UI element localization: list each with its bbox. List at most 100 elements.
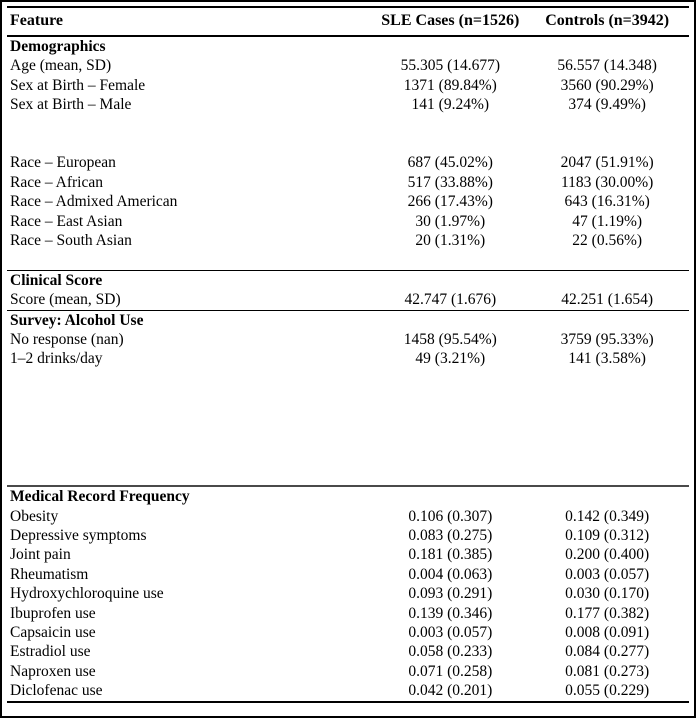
sle-cases-value-cell: 0.181 (0.385) <box>408 546 493 564</box>
sle-cases-value-cell: 1458 (95.54%) <box>403 331 497 349</box>
table-row: Hydroxychloroquine use 0.093 (0.291) 0.030… <box>7 584 689 603</box>
table-row: Sex at Birth – Male 141 (9.24%) 374 (9.49%… <box>7 95 689 114</box>
column-header-controls: Controls (n=3942) <box>525 7 689 37</box>
blank-spacer-row <box>7 369 689 388</box>
sle-cases-value-cell: 266 (17.43%) <box>407 193 493 211</box>
feature-cell: Race – African <box>10 173 103 191</box>
feature-cell: Depressive symptoms <box>10 527 147 545</box>
cohort-summary-table: Feature SLE Cases (n=1526) Controls (n=3… <box>7 6 689 703</box>
table-row: Race – European 687 (45.02%) 2047 (51.91%) <box>7 153 689 172</box>
table-row: Sex at Birth – Female 1371 (89.84%) 3560 (… <box>7 76 689 95</box>
controls-value-cell: 3560 (90.29%) <box>560 76 654 94</box>
sle-cases-value-cell <box>375 388 525 407</box>
feature-cell: Obesity <box>10 507 59 525</box>
feature-cell <box>7 369 375 388</box>
controls-value-cell <box>525 446 689 465</box>
feature-cell <box>7 446 375 465</box>
controls-value-cell <box>525 466 689 486</box>
sle-cases-value-cell: 0.083 (0.275) <box>408 527 493 545</box>
section-header-row: Clinical Score <box>7 269 689 291</box>
sle-cases-value-cell <box>375 427 525 446</box>
table-row: Depressive symptoms 0.083 (0.275) 0.109 (0… <box>7 526 689 545</box>
controls-value-cell <box>525 408 689 427</box>
sle-cases-value-cell: 30 (1.97%) <box>415 212 486 230</box>
blank-spacer-row <box>7 134 689 153</box>
blank-spacer-row <box>7 250 689 270</box>
controls-value-cell: 0.084 (0.277) <box>565 643 650 661</box>
feature-cell: Sex at Birth – Male <box>10 96 132 114</box>
sle-cases-value-cell <box>375 134 525 153</box>
controls-value-cell <box>525 369 689 388</box>
feature-cell: Age (mean, SD) <box>10 57 112 75</box>
table-row: 1–2 drinks/day 49 (3.21%) 141 (3.58%) <box>7 349 689 368</box>
section-title: Survey: Alcohol Use <box>7 309 689 331</box>
controls-value-cell: 374 (9.49%) <box>568 96 646 114</box>
table-row: Race – East Asian 30 (1.97%) 47 (1.19%) <box>7 212 689 231</box>
sle-cases-value-cell: 42.747 (1.676) <box>404 291 497 309</box>
feature-cell: Race – Admixed American <box>10 193 178 211</box>
sle-cases-value-cell: 20 (1.31%) <box>415 232 486 250</box>
controls-value-cell: 0.055 (0.229) <box>565 682 650 700</box>
sle-cases-value-cell: 0.093 (0.291) <box>408 585 493 603</box>
feature-cell <box>7 466 375 486</box>
controls-value-cell: 0.081 (0.273) <box>565 662 650 680</box>
sle-cases-value-cell <box>375 408 525 427</box>
blank-spacer-row <box>7 408 689 427</box>
sle-cases-value-cell: 517 (33.88%) <box>407 173 493 191</box>
controls-value-cell: 2047 (51.91%) <box>560 154 654 172</box>
table-row: Naproxen use 0.071 (0.258) 0.081 (0.273) <box>7 662 689 681</box>
section-header-row: Demographics <box>7 36 689 56</box>
controls-value-cell: 643 (16.31%) <box>564 193 650 211</box>
sle-cases-value-cell: 49 (3.21%) <box>415 350 486 368</box>
controls-value-cell: 141 (3.58%) <box>568 350 646 368</box>
column-header-feature: Feature <box>7 7 376 37</box>
controls-value-cell: 0.142 (0.349) <box>565 507 650 525</box>
controls-value-cell: 0.030 (0.170) <box>565 585 650 603</box>
controls-value-cell <box>525 115 689 134</box>
section-title: Demographics <box>10 38 106 55</box>
controls-value-cell <box>525 250 689 270</box>
table-row: Diclofenac use 0.042 (0.201) 0.055 (0.229) <box>7 681 689 701</box>
feature-cell: 1–2 drinks/day <box>10 350 103 368</box>
blank-spacer-row <box>7 388 689 407</box>
feature-cell: No response (nan) <box>10 331 124 349</box>
sle-cases-value-cell: 0.058 (0.233) <box>408 643 493 661</box>
table-body: Demographics Age (mean, SD) 55.305 (14.677… <box>7 36 689 702</box>
controls-value-cell: 1183 (30.00%) <box>560 173 654 191</box>
table-row: Race – South Asian 20 (1.31%) 22 (0.56%) <box>7 231 689 250</box>
controls-value-cell: 22 (0.56%) <box>572 232 643 250</box>
sle-cases-value-cell: 0.003 (0.057) <box>408 624 493 642</box>
section-header-row: Survey: Alcohol Use <box>7 309 689 331</box>
feature-cell: Naproxen use <box>10 662 96 680</box>
controls-value-cell <box>525 134 689 153</box>
table-row: Capsaicin use 0.003 (0.057) 0.008 (0.091) <box>7 623 689 642</box>
table-row: Estradiol use 0.058 (0.233) 0.084 (0.277) <box>7 642 689 661</box>
controls-value-cell: 56.557 (14.348) <box>557 57 657 75</box>
table-row: Race – Admixed American 266 (17.43%) 643 (… <box>7 192 689 211</box>
feature-cell <box>7 134 375 153</box>
sle-cases-value-cell: 1371 (89.84%) <box>403 76 497 94</box>
table-row: Ibuprofen use 0.139 (0.346) 0.177 (0.382) <box>7 604 689 623</box>
table-row: No response (nan) 1458 (95.54%) 3759 (95.3… <box>7 330 689 349</box>
feature-cell: Ibuprofen use <box>10 604 96 622</box>
sle-cases-value-cell <box>375 466 525 486</box>
controls-value-cell <box>525 427 689 446</box>
feature-cell: Race – South Asian <box>10 232 132 250</box>
controls-value-cell: 0.109 (0.312) <box>565 527 650 545</box>
feature-cell: Diclofenac use <box>10 682 103 700</box>
sle-cases-value-cell: 0.139 (0.346) <box>408 604 493 622</box>
sle-cases-value-cell: 687 (45.02%) <box>407 154 493 172</box>
sle-cases-value-cell <box>375 446 525 465</box>
controls-value-cell: 0.177 (0.382) <box>565 604 650 622</box>
table-row: Obesity 0.106 (0.307) 0.142 (0.349) <box>7 507 689 526</box>
table-row: Score (mean, SD) 42.747 (1.676) 42.251 (1.… <box>7 290 689 310</box>
sle-cases-value-cell: 0.106 (0.307) <box>408 507 493 525</box>
controls-value-cell: 3759 (95.33%) <box>560 331 654 349</box>
sle-cases-value-cell: 0.042 (0.201) <box>408 682 493 700</box>
feature-cell: Estradiol use <box>10 643 91 661</box>
feature-cell <box>7 388 375 407</box>
header-row: Feature SLE Cases (n=1526) Controls (n=3… <box>7 7 689 37</box>
sle-cases-value-cell <box>375 115 525 134</box>
blank-spacer-row <box>7 115 689 134</box>
